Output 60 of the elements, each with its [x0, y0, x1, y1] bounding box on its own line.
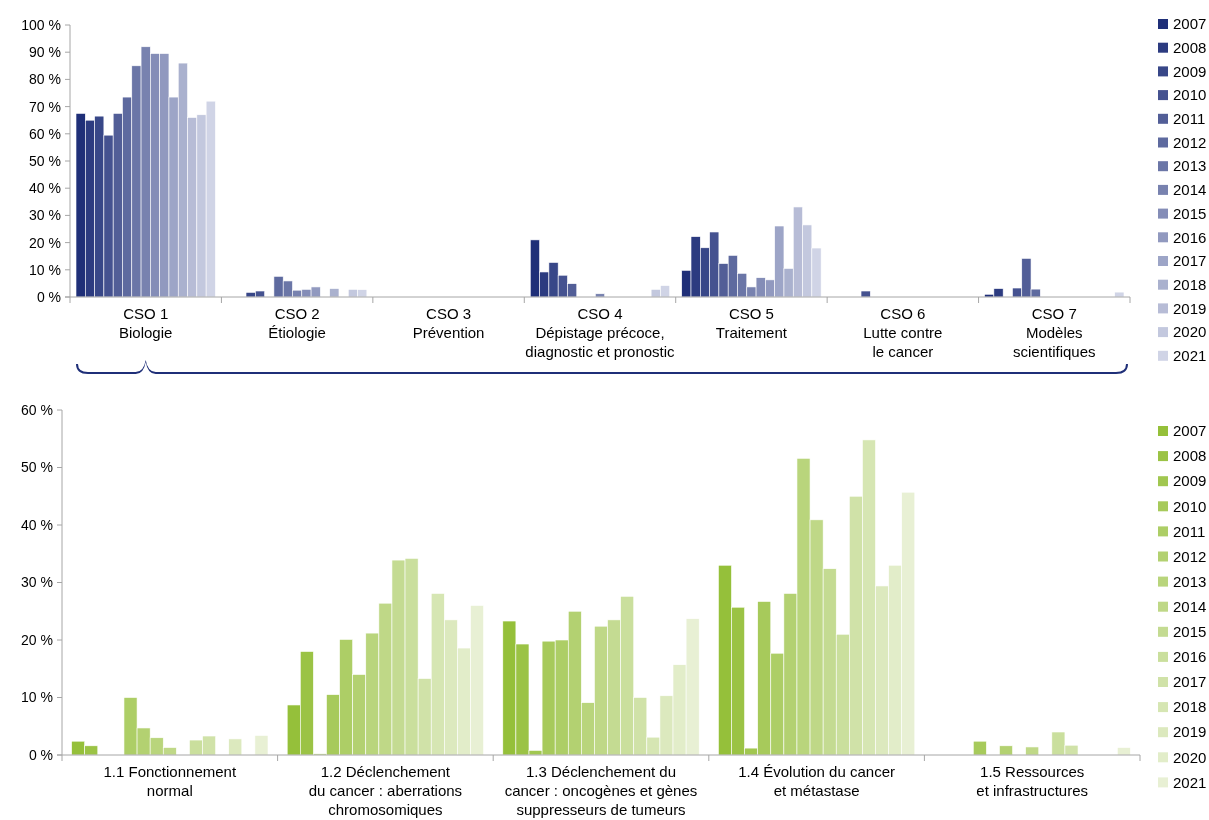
y-tick-label: 90 %	[29, 44, 61, 61]
legend-label: 2013	[1173, 572, 1207, 590]
y-tick-label: 100 %	[21, 16, 61, 33]
x-tick-label: 1.5 Ressources et infrastructures	[976, 763, 1089, 799]
y-tick-label: 0 %	[36, 288, 61, 305]
legend-label: 2015	[1173, 204, 1207, 222]
legend-label: 2008	[1173, 38, 1207, 56]
legend-label: 2017	[1173, 673, 1207, 691]
legend-label: 2017	[1173, 252, 1207, 270]
y-tick-label: 60 %	[29, 125, 61, 142]
x-tick-label: CSO 6 Lutte contre le cancer	[863, 305, 943, 360]
legend-label: 2014	[1173, 597, 1207, 615]
legend-label: 2016	[1173, 228, 1207, 246]
x-tick-label: 1.2 Déclenchement du cancer : aberrations chromosomiques	[308, 763, 463, 818]
legend-label: 2010	[1173, 86, 1207, 104]
y-tick-label: 80 %	[29, 71, 61, 88]
x-tick-label: 1.1 Fonctionnement normal	[103, 763, 237, 799]
legend-label: 2016	[1173, 648, 1207, 666]
legend-label: 2011	[1173, 110, 1206, 128]
x-tick-label: CSO 7 Modèles scientifiques	[1013, 305, 1096, 360]
y-tick-label: 20 %	[21, 631, 53, 648]
legend-label: 2010	[1173, 497, 1207, 515]
legend-label: 2012	[1173, 547, 1207, 565]
y-tick-label: 20 %	[29, 234, 61, 251]
x-tick-label: CSO 4 Dépistage précoce, diagnostic et pronostic	[525, 305, 676, 360]
legend-label: 2007	[1173, 15, 1207, 33]
y-tick-label: 70 %	[29, 98, 61, 115]
y-tick-label: 30 %	[21, 574, 53, 591]
x-tick-label: CSO 1 Biologie	[119, 305, 173, 341]
x-tick-label: CSO 5 Traitement	[715, 305, 788, 341]
legend-label: 2013	[1173, 157, 1207, 175]
legend-label: 2015	[1173, 623, 1207, 641]
legend-label: 2019	[1173, 723, 1207, 741]
legend-label: 2020	[1173, 323, 1207, 341]
legend-label: 2007	[1173, 422, 1207, 440]
legend-label: 2021	[1173, 347, 1207, 365]
x-tick-label: 1.4 Évolution du cancer et métastase	[738, 763, 895, 799]
y-tick-label: 50 %	[21, 459, 53, 476]
legend-label: 2018	[1173, 698, 1207, 716]
y-tick-label: 10 %	[21, 689, 53, 706]
y-tick-label: 40 %	[29, 180, 61, 197]
x-tick-label: CSO 2 Étiologie	[268, 305, 326, 341]
x-tick-label: 1.3 Déclenchement du cancer : oncogènes et gènes suppresseurs de tumeurs	[504, 763, 698, 818]
y-tick-label: 30 %	[29, 207, 61, 224]
x-tick-label: CSO 3 Prévention	[412, 305, 485, 341]
y-tick-label: 0 %	[28, 746, 53, 763]
legend-label: 2008	[1173, 447, 1207, 465]
legend-label: 2018	[1173, 275, 1207, 293]
legend-label: 2014	[1173, 181, 1207, 199]
legend-label: 2012	[1173, 133, 1207, 151]
legend-label: 2011	[1173, 522, 1206, 540]
y-tick-label: 50 %	[29, 152, 61, 169]
legend-label: 2019	[1173, 299, 1207, 317]
legend-label: 2021	[1173, 773, 1207, 791]
legend-label: 2020	[1173, 748, 1207, 766]
legend-label: 2009	[1173, 62, 1207, 80]
legend-label: 2009	[1173, 472, 1207, 490]
y-tick-label: 60 %	[21, 401, 53, 418]
y-tick-label: 40 %	[21, 516, 53, 533]
y-tick-label: 10 %	[29, 261, 61, 278]
